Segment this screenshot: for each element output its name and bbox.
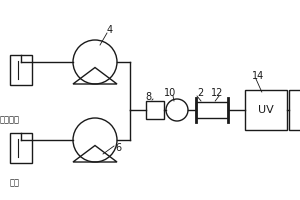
Text: 或甲酸水: 或甲酸水 xyxy=(0,115,20,124)
Text: 14: 14 xyxy=(252,71,264,81)
Text: 12: 12 xyxy=(211,88,223,98)
Text: UV: UV xyxy=(258,105,274,115)
Text: 乙腔: 乙腔 xyxy=(10,178,20,187)
Bar xyxy=(196,102,228,118)
Bar xyxy=(146,101,164,119)
Bar xyxy=(10,55,32,85)
Text: 4: 4 xyxy=(107,25,113,35)
Bar xyxy=(289,90,300,130)
Bar xyxy=(10,133,32,163)
Text: 6: 6 xyxy=(115,143,121,153)
Bar xyxy=(245,90,287,130)
Text: 2: 2 xyxy=(197,88,203,98)
Text: 8: 8 xyxy=(145,92,151,102)
Text: 10: 10 xyxy=(164,88,176,98)
